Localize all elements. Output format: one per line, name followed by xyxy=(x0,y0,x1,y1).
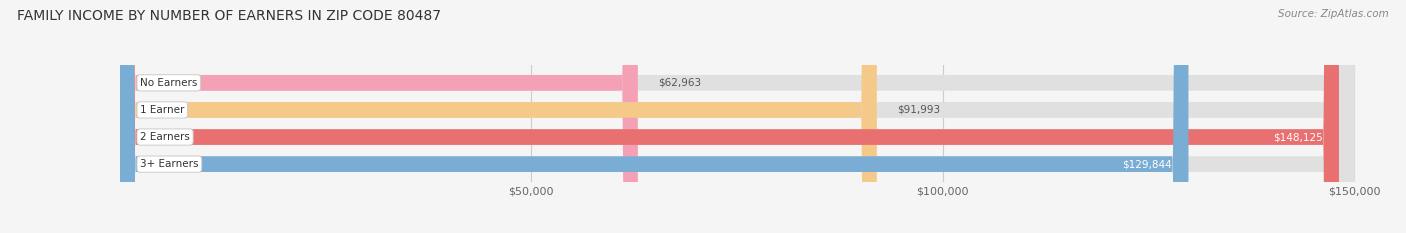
Text: No Earners: No Earners xyxy=(141,78,197,88)
FancyBboxPatch shape xyxy=(120,0,1339,233)
FancyBboxPatch shape xyxy=(120,0,1354,233)
Text: 3+ Earners: 3+ Earners xyxy=(141,159,198,169)
FancyBboxPatch shape xyxy=(120,0,1354,233)
Text: Source: ZipAtlas.com: Source: ZipAtlas.com xyxy=(1278,9,1389,19)
Text: 2 Earners: 2 Earners xyxy=(141,132,190,142)
Text: $129,844: $129,844 xyxy=(1122,159,1173,169)
FancyBboxPatch shape xyxy=(120,0,1354,233)
Text: $91,993: $91,993 xyxy=(897,105,941,115)
Text: FAMILY INCOME BY NUMBER OF EARNERS IN ZIP CODE 80487: FAMILY INCOME BY NUMBER OF EARNERS IN ZI… xyxy=(17,9,441,23)
FancyBboxPatch shape xyxy=(120,0,638,233)
Text: 1 Earner: 1 Earner xyxy=(141,105,184,115)
FancyBboxPatch shape xyxy=(120,0,1354,233)
FancyBboxPatch shape xyxy=(120,0,1188,233)
Text: $148,125: $148,125 xyxy=(1272,132,1323,142)
Text: $62,963: $62,963 xyxy=(658,78,702,88)
FancyBboxPatch shape xyxy=(120,0,877,233)
